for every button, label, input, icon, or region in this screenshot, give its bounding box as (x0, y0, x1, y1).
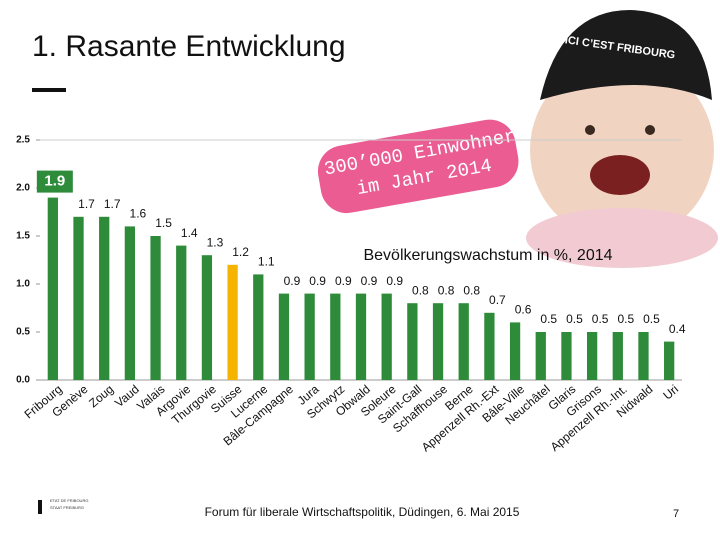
title-underline (32, 88, 66, 92)
slide-title: 1. Rasante Entwicklung (32, 30, 346, 63)
bar (535, 332, 546, 380)
y-tick-label: 2.5 (16, 135, 30, 146)
y-tick-label: 1.0 (16, 279, 30, 290)
value-label: 0.9 (309, 274, 326, 288)
bar (612, 332, 623, 380)
y-tick-label: 1.5 (16, 231, 30, 242)
bar (664, 341, 675, 380)
value-label: 0.7 (489, 293, 506, 307)
value-label: 0.4 (669, 322, 686, 336)
bar (407, 303, 418, 380)
page-number: 7 (673, 508, 679, 520)
value-label: 0.5 (592, 312, 609, 326)
callout-bubble (317, 119, 519, 214)
value-label: 0.8 (438, 283, 455, 297)
bar (355, 293, 367, 380)
logo-text: STAAT FREIBURG (50, 505, 84, 510)
bar (509, 322, 521, 380)
logo-text: ETAT DE FRIBOURG (50, 498, 88, 503)
value-label: 0.5 (643, 312, 660, 326)
bar (458, 303, 469, 380)
bar (330, 293, 341, 380)
bar (253, 274, 264, 380)
x-tick-label: Uri (660, 382, 681, 403)
value-label: 0.8 (463, 283, 480, 297)
y-tick-label: 0.0 (16, 375, 30, 386)
bar (150, 236, 161, 380)
bar (99, 216, 110, 380)
value-label: 0.5 (540, 312, 557, 326)
bar (484, 312, 495, 380)
value-label: 0.8 (412, 283, 429, 297)
footer: Forum für liberale Wirtschaftspolitik, D… (205, 505, 520, 519)
bar (638, 332, 649, 380)
bar (227, 264, 238, 380)
bar (124, 226, 136, 380)
value-label: 1.9 (44, 173, 65, 190)
bar (304, 293, 315, 380)
bar (278, 293, 290, 380)
value-label: 1.7 (104, 197, 121, 211)
value-label: 1.4 (181, 226, 198, 240)
bar (176, 245, 187, 380)
y-tick-label: 0.5 (16, 327, 30, 338)
chart-title: Bevölkerungswachstum in %, 2014 (363, 247, 612, 264)
bar (47, 197, 58, 380)
value-label: 0.9 (335, 274, 352, 288)
value-label: 0.9 (361, 274, 378, 288)
bar (586, 332, 598, 380)
photo: ICI C’EST FRIBOURG (526, 10, 718, 268)
value-label: 0.5 (617, 312, 634, 326)
bar (432, 303, 444, 380)
value-label: 1.5 (155, 216, 172, 230)
bar (201, 255, 213, 380)
value-label: 1.1 (258, 255, 275, 269)
bar (381, 293, 392, 380)
value-label: 1.7 (78, 197, 95, 211)
value-label: 0.6 (515, 303, 532, 317)
value-label: 1.3 (207, 235, 224, 249)
value-label: 1.2 (232, 245, 249, 259)
bar (73, 216, 84, 380)
value-label-box (36, 170, 73, 193)
x-tick-label: Zoug (86, 382, 116, 410)
logo-mark (38, 500, 42, 514)
callout: 300’000 Einwohner im Jahr 2014 (317, 119, 519, 214)
value-label: 0.9 (284, 274, 301, 288)
value-label: 0.5 (566, 312, 583, 326)
value-label: 0.9 (386, 274, 403, 288)
value-label: 1.6 (130, 207, 147, 221)
y-tick-label: 2.0 (16, 183, 30, 194)
bar (561, 332, 572, 380)
